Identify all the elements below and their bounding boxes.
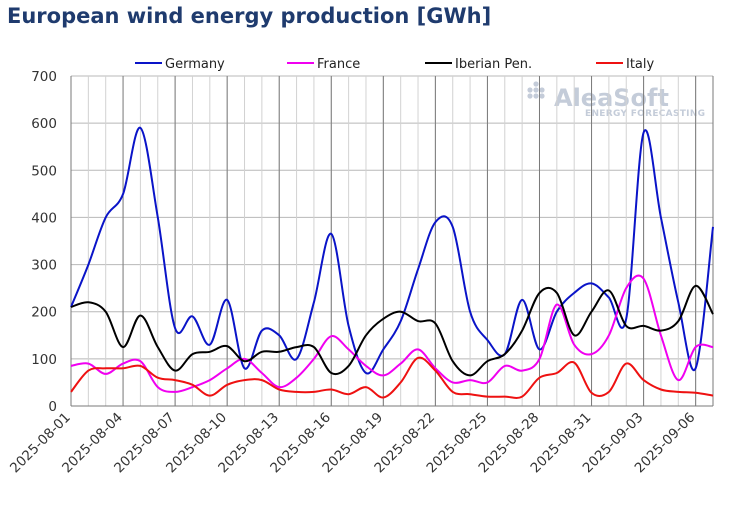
series-line-germany xyxy=(70,126,714,375)
logo-subtext: ENERGY FORECASTING xyxy=(585,109,705,119)
y-tick-label: 600 xyxy=(31,116,57,132)
y-tick-label: 500 xyxy=(31,163,57,179)
legend-label-france: France xyxy=(317,57,360,72)
logo-text: AleaSoft xyxy=(554,84,669,112)
y-tick-label: 400 xyxy=(31,210,57,226)
chart-grid xyxy=(70,75,714,407)
y-tick-label: 700 xyxy=(31,69,57,85)
y-tick-label: 100 xyxy=(31,352,57,368)
logo-dot-icon xyxy=(533,93,539,99)
y-axis-ticks: 0 100 200 300 400 500 600 700 xyxy=(31,69,57,415)
x-axis-ticks: 2025-08-012025-08-042025-08-072025-08-10… xyxy=(7,410,698,477)
logo-dot-icon xyxy=(539,87,545,93)
series-line-france xyxy=(70,274,714,393)
y-tick-label: 300 xyxy=(31,258,57,274)
logo-dot-icon xyxy=(539,93,545,99)
series-lines xyxy=(70,126,714,399)
legend: Germany France Iberian Pen. Italy xyxy=(135,57,655,72)
logo-dot-icon xyxy=(527,87,533,93)
chart-title: European wind energy production [GWh] xyxy=(7,4,492,28)
y-tick-label: 200 xyxy=(31,305,57,321)
logo-dot-icon xyxy=(527,93,533,99)
y-tick-label: 0 xyxy=(48,399,57,415)
series-line-iberian-pen xyxy=(70,284,714,377)
logo-dot-icon xyxy=(533,87,539,93)
series-line-italy xyxy=(70,356,714,399)
legend-label-germany: Germany xyxy=(165,57,225,72)
legend-label-italy: Italy xyxy=(626,57,655,72)
legend-label-iberian-pen: Iberian Pen. xyxy=(455,57,532,72)
logo-dot-icon xyxy=(533,81,539,87)
